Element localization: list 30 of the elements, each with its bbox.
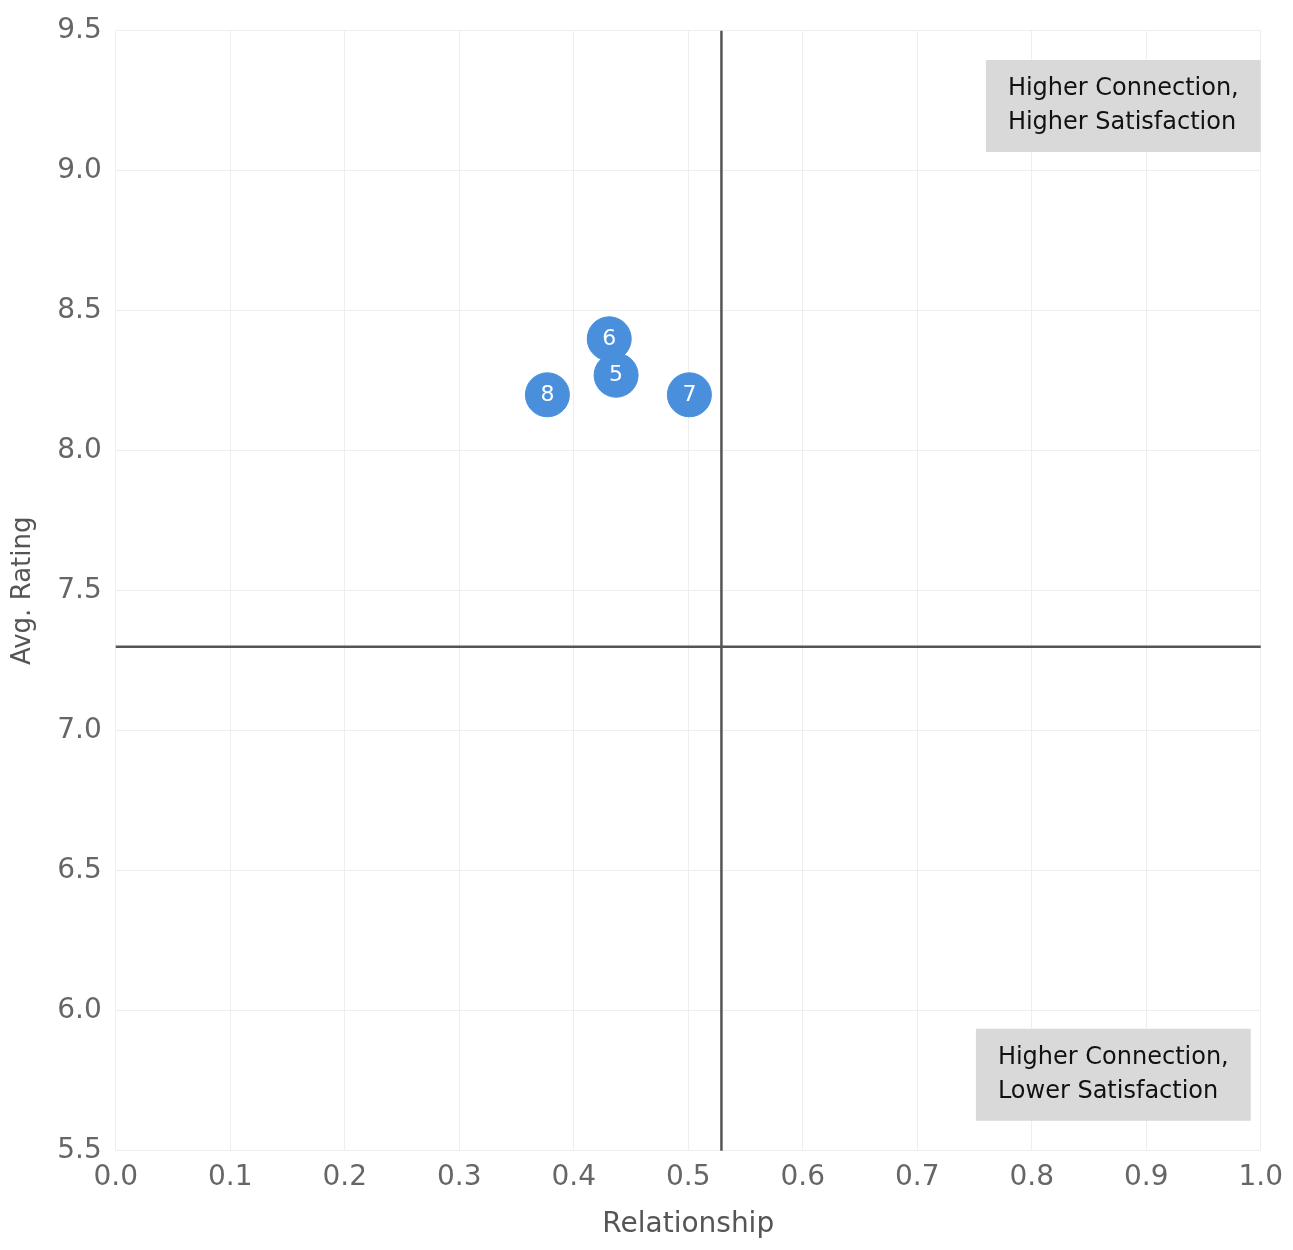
point xyxy=(666,372,712,418)
y-tick-label: 8.5 xyxy=(57,292,102,326)
series-label: 8 xyxy=(540,380,555,406)
x-tick-label: 0.8 xyxy=(1009,1158,1054,1192)
y-tick-label: 6.5 xyxy=(57,852,102,886)
x-tick-label: 0.4 xyxy=(551,1158,596,1192)
y-tick-label: 8.0 xyxy=(57,432,102,466)
y-tick-label: 9.0 xyxy=(57,152,102,186)
x-tick-label: 1.0 xyxy=(1238,1158,1283,1192)
x-axis-title: Relationship xyxy=(602,1206,775,1240)
x-tick-label: 0.5 xyxy=(665,1158,711,1192)
y-tick-label: 6.0 xyxy=(57,992,102,1026)
y-tick-label: 9.5 xyxy=(57,12,102,46)
x-tick-label: 0.7 xyxy=(894,1158,940,1192)
x-tick-label: 0.3 xyxy=(436,1158,482,1192)
x-tick-label: 0.0 xyxy=(93,1158,138,1192)
annotation: Higher Connection, Higher Satisfaction xyxy=(1007,73,1239,136)
series-label: 5 xyxy=(609,360,624,386)
y-tick-label: 7.0 xyxy=(57,712,102,746)
x-tick-label: 0.9 xyxy=(1123,1158,1169,1192)
x-tick-label: 0.1 xyxy=(207,1158,253,1192)
x-tick-label: 0.2 xyxy=(322,1158,367,1192)
y-axis-title: Avg. Rating xyxy=(6,516,37,666)
point xyxy=(524,372,570,418)
annotation: Higher Connection, Lower Satisfaction xyxy=(997,1042,1229,1105)
y-tick-label: 7.5 xyxy=(57,572,102,606)
x-tick-label: 0.6 xyxy=(780,1158,825,1192)
series-label: 7 xyxy=(682,380,697,406)
point xyxy=(586,316,632,362)
series-label: 6 xyxy=(602,324,617,350)
